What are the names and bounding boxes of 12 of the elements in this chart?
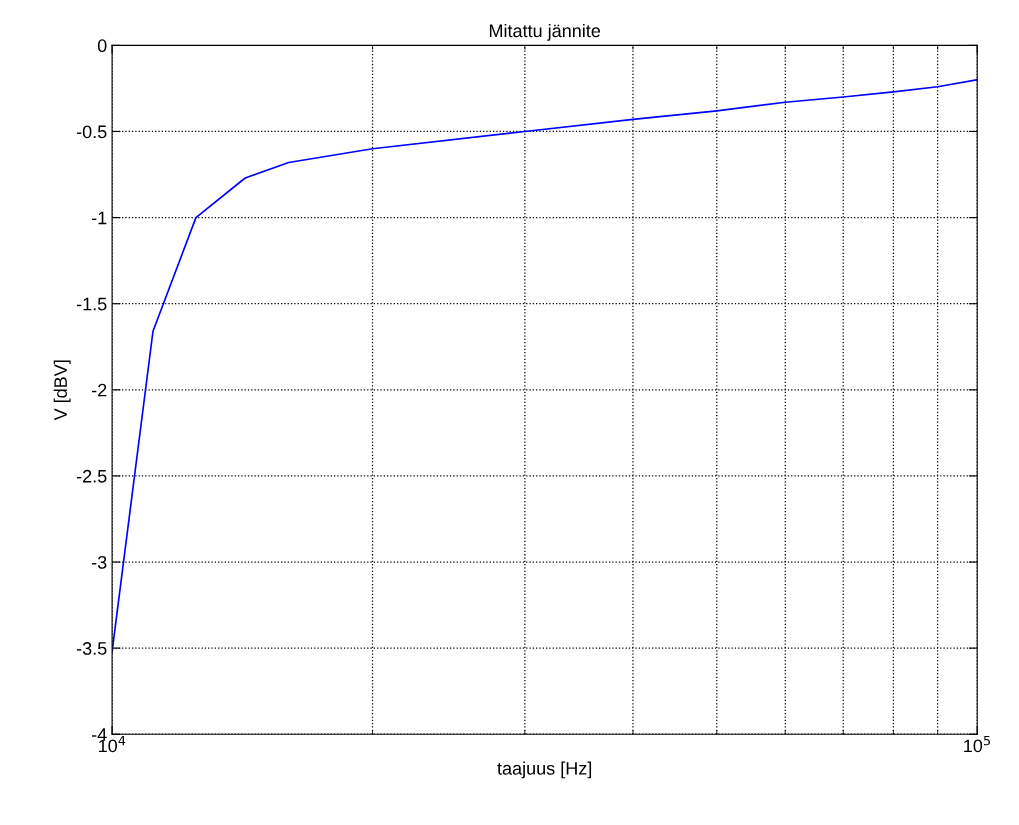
y-axis-title: V [dBV] <box>53 360 71 421</box>
y-tick-label: -2.5 <box>76 469 107 483</box>
y-tick-label: -1.5 <box>76 297 107 311</box>
x-tick-label: 10$^{5}$ <box>964 735 990 753</box>
y-tick-label: -3 <box>91 555 107 569</box>
y-tick-label: -3.5 <box>76 642 107 655</box>
y-tick-label: -1 <box>91 211 107 225</box>
chart-title: Mitattu jännite <box>489 23 601 41</box>
y-tick-label: -0.5 <box>76 125 107 139</box>
y-tick-label: -2 <box>91 383 107 397</box>
x-axis-title: taajuus [Hz] <box>497 761 592 779</box>
y-tick-label: 0 <box>97 39 107 53</box>
